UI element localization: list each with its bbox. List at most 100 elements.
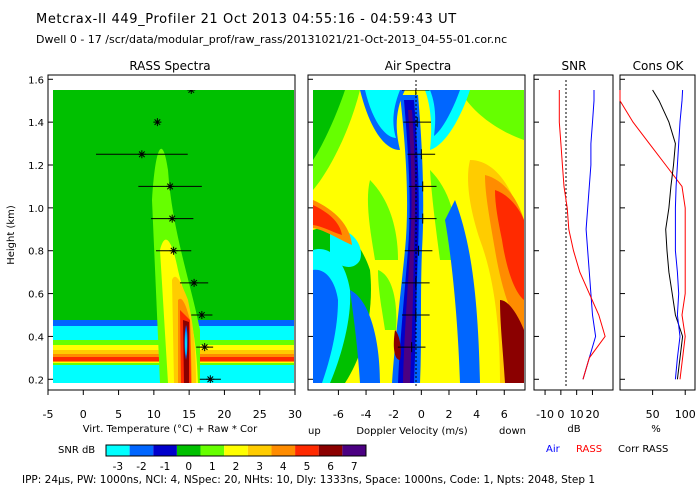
y-tick-label: 1.4: [28, 118, 44, 129]
axes: 0.20.40.60.81.01.21.41.6-5 0 5 10 15 20 25 30 -6…: [28, 75, 696, 421]
rass-point: [168, 214, 177, 223]
y-tick-label: 0.2: [28, 375, 44, 386]
colorbar-swatch: [129, 445, 154, 456]
legend-rass: RASS: [576, 444, 602, 455]
colorbar-tick-label: -2: [136, 461, 146, 473]
cons-line-air: [674, 89, 684, 380]
cons-ok-title: Cons OK: [633, 59, 685, 73]
x-tick-label: 50: [646, 408, 660, 421]
colorbar-label: SNR dB: [58, 445, 95, 456]
y-axis-label: Height (km): [6, 205, 17, 265]
air-panel-frame: [307, 74, 526, 391]
x-tick-label: 100: [675, 408, 696, 421]
colorbar-tick-label: 1: [209, 461, 216, 473]
air-contour: [330, 229, 361, 267]
snr-title: SNR: [562, 59, 587, 73]
rass-panel-frame: [47, 74, 296, 391]
y-tick-label: 1.0: [28, 204, 44, 215]
air-contour: [313, 205, 342, 235]
air-spectra-heatmap: [313, 90, 524, 383]
y-tick-label: 0.6: [28, 290, 44, 301]
colorbar-tick-label: 3: [256, 461, 263, 473]
x-tick-label: -5: [43, 408, 54, 421]
rass-point: [206, 375, 215, 383]
rass-point: [190, 278, 199, 287]
cons-line-rass: [619, 90, 686, 380]
x-tick-label: 0: [418, 408, 425, 421]
air-contour: [460, 90, 524, 140]
header-title: Metcrax-II 449_Profiler 21 Oct 2013 04:5…: [36, 12, 457, 27]
rass-point: [166, 182, 175, 191]
x-tick-label: -10: [536, 408, 554, 421]
x-tick-label: -6: [333, 408, 344, 421]
colorbar-swatch: [106, 445, 130, 456]
air-contour: [445, 200, 480, 383]
colorbar-swatch: [200, 445, 225, 456]
colorbar-swatch: [318, 445, 343, 456]
rass-point: [200, 343, 209, 352]
header-file-path: Dwell 0 - 17 /scr/data/modular_prof/raw_…: [36, 33, 508, 46]
air-contour: [393, 330, 401, 360]
x-tick-label: 4: [473, 408, 480, 421]
y-tick-label: 0.4: [28, 332, 44, 343]
air-x-label: Doppler Velocity (m/s): [356, 426, 467, 437]
x-tick-label: 15: [182, 408, 196, 421]
colorbar-tick-label: 4: [280, 461, 287, 473]
colorbar-swatch: [176, 445, 201, 456]
cons-x-label: %: [651, 424, 661, 435]
rass-point: [169, 246, 178, 255]
snr-colorbar: -3 -2 -1 0 1 2 3 4 5 6 7: [105, 444, 367, 473]
x-tick-label: -4: [361, 408, 372, 421]
colorbar-tick-label: 7: [351, 461, 358, 473]
x-tick-label: 25: [253, 408, 267, 421]
x-tick-label: 0: [80, 408, 87, 421]
y-tick-label: 0.8: [28, 247, 44, 258]
colorbar-tick-label: -1: [160, 461, 170, 473]
x-tick-label: 10: [570, 408, 584, 421]
snr-line-rass: [558, 90, 606, 380]
air-contour: [367, 180, 398, 260]
snr-line-air: [582, 90, 597, 380]
air-contour: [495, 190, 524, 300]
air-contour: [430, 90, 460, 136]
air-contour: [350, 290, 380, 383]
x-tick-label: 20: [585, 408, 599, 421]
colorbar-tick-label: 5: [304, 461, 311, 473]
colorbar-swatch: [271, 445, 296, 456]
y-tick-label: 1.2: [28, 161, 44, 172]
colorbar-swatch: [295, 445, 319, 456]
air-spectra-title: Air Spectra: [385, 59, 452, 73]
snr-lines: [558, 90, 606, 380]
rass-spectra-title: RASS Spectra: [129, 59, 210, 73]
x-tick-label: 30: [288, 408, 302, 421]
colorbar-swatch: [247, 445, 272, 456]
cons-panel-frame: [619, 74, 696, 391]
air-contour: [365, 90, 400, 138]
snr-x-label: dB: [567, 424, 580, 435]
air-x-label-up: up: [308, 426, 321, 437]
colorbar-tick-label: 0: [185, 461, 192, 473]
air-x-label-down: down: [499, 426, 526, 437]
cons-line-corr: [652, 89, 684, 380]
x-tick-label: 6: [501, 408, 508, 421]
colorbar-tick-label: -3: [113, 461, 123, 473]
colorbar-frame: [105, 444, 367, 457]
x-tick-label: 20: [217, 408, 231, 421]
x-tick-label: -2: [388, 408, 399, 421]
y-tick-label: 1.6: [28, 75, 44, 86]
legend-corr: Corr RASS: [618, 444, 668, 455]
cons-lines: [619, 89, 686, 380]
rass-point: [137, 150, 146, 159]
footer-params: IPP: 24µs, PW: 1000ns, NCI: 4, NSpec: 20…: [22, 474, 596, 486]
colorbar-swatch: [153, 445, 177, 456]
x-tick-label: 0: [557, 408, 564, 421]
snr-panel-frame: [533, 74, 614, 391]
air-contour: [313, 269, 338, 383]
legend-air: Air: [546, 444, 561, 455]
air-contour: [500, 300, 524, 383]
x-tick-label: 5: [115, 408, 122, 421]
colorbar-swatch: [224, 445, 248, 456]
rass-point: [197, 311, 206, 319]
x-tick-label: 2: [445, 408, 452, 421]
